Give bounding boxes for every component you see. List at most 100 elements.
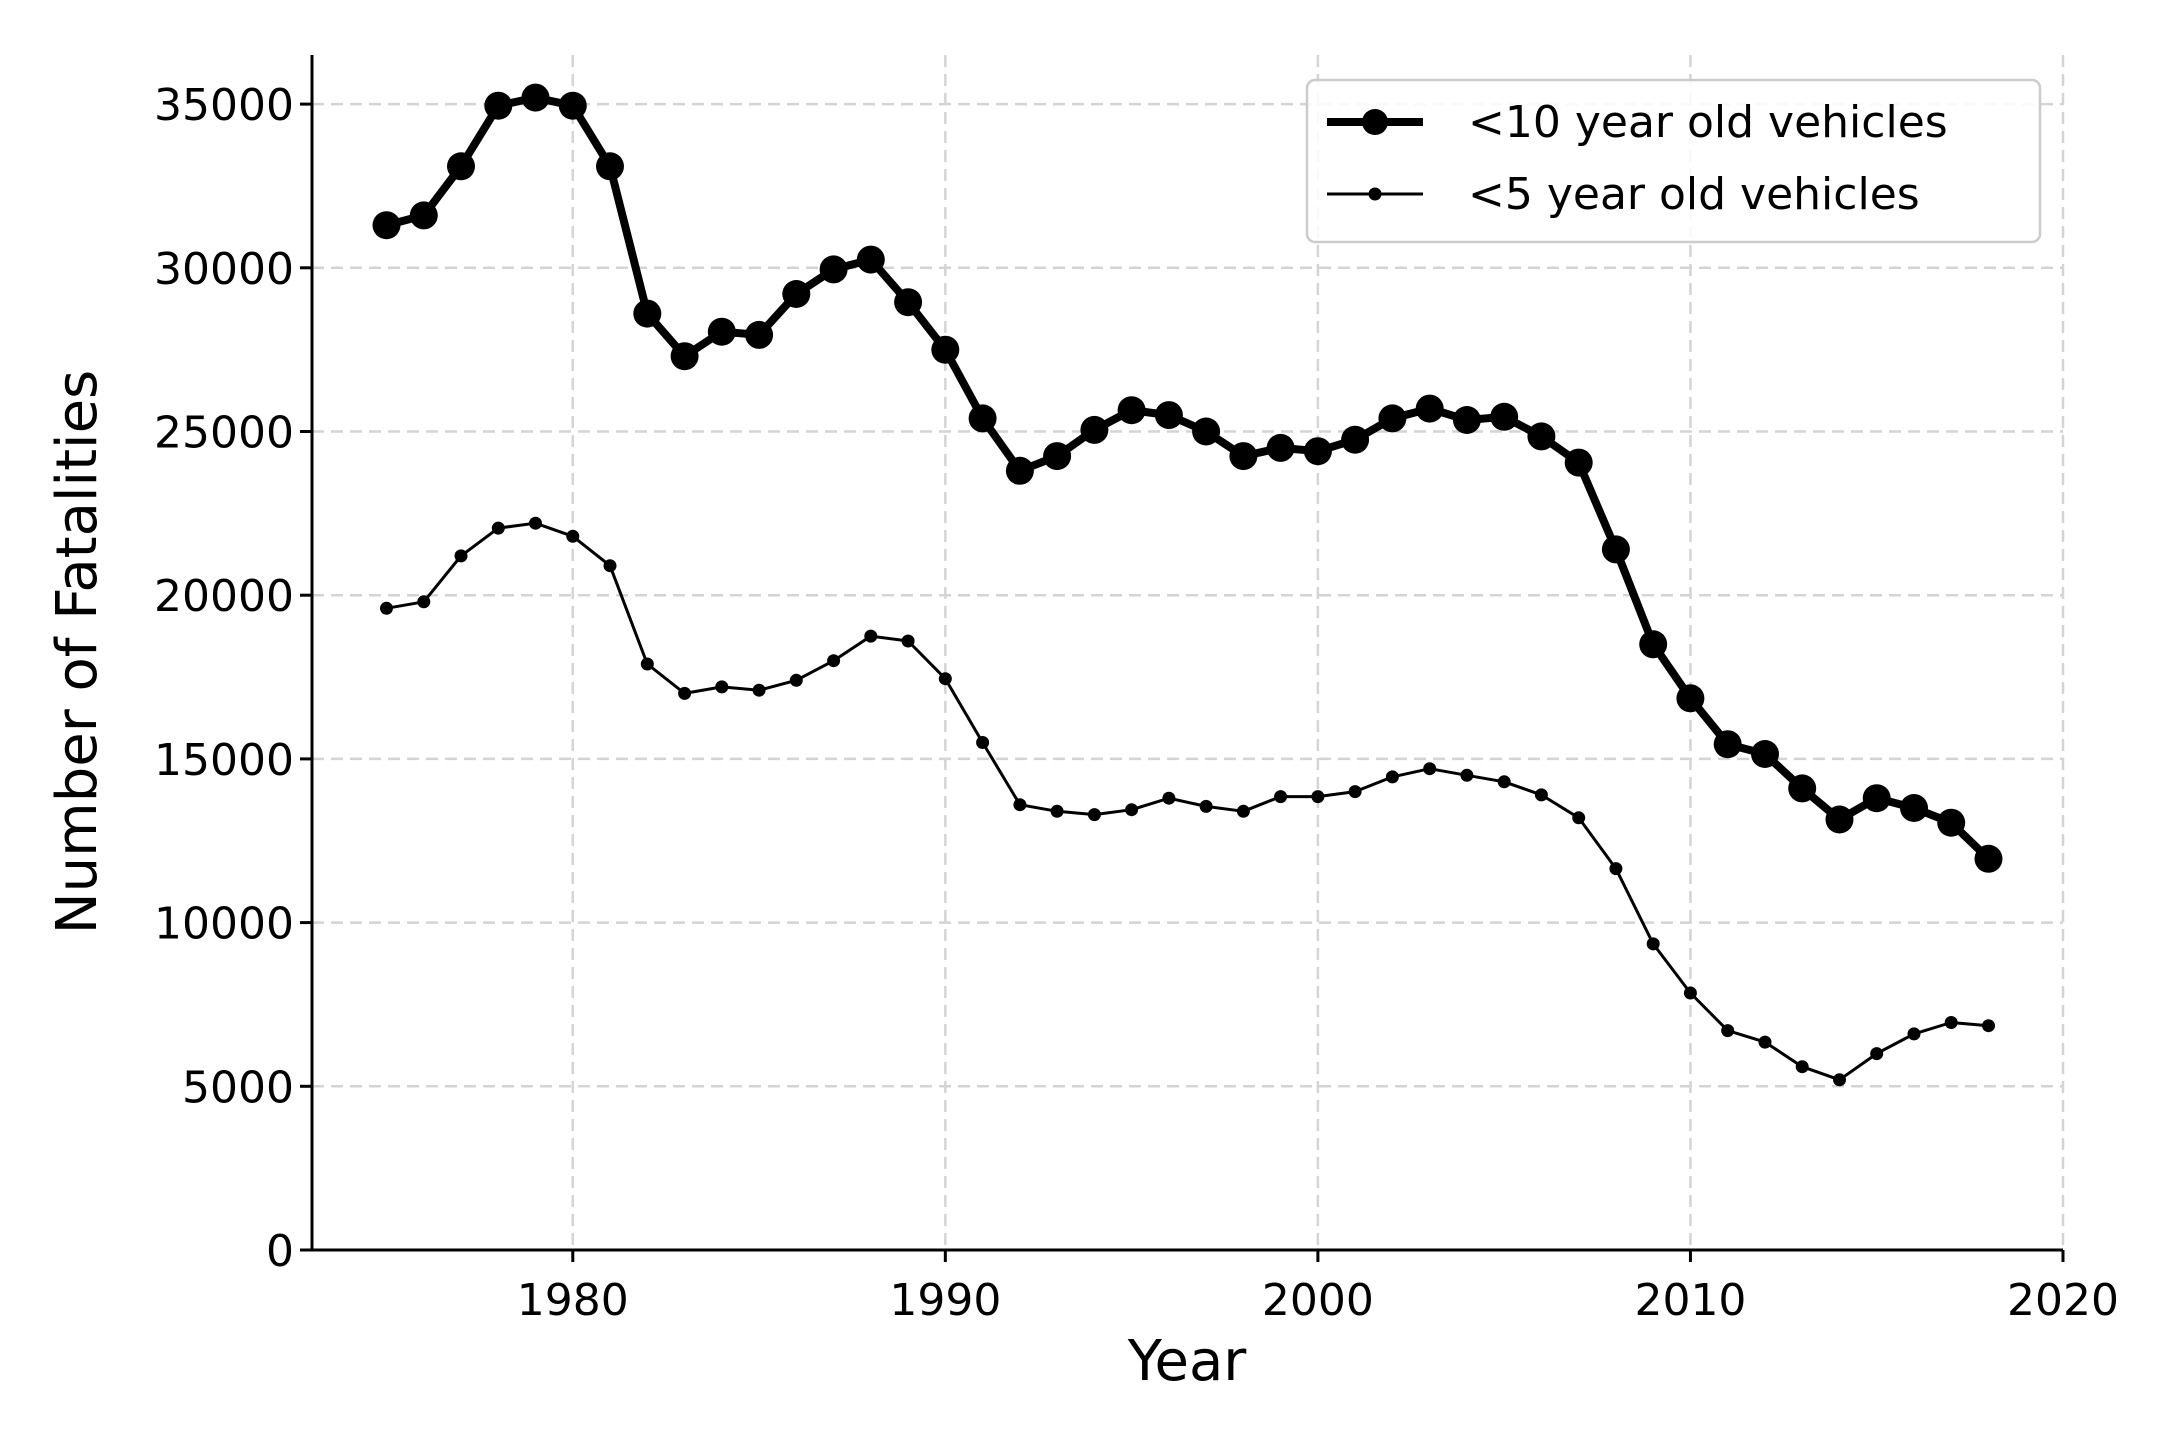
data-point	[1900, 794, 1928, 822]
data-point	[745, 320, 774, 349]
data-point	[1117, 396, 1146, 425]
y-tick-label: 5000	[182, 1062, 294, 1113]
data-point	[1199, 799, 1213, 813]
y-tick-label: 10000	[154, 899, 294, 950]
data-point	[521, 83, 550, 112]
data-point	[558, 91, 587, 120]
data-point	[1795, 1060, 1809, 1074]
data-point	[670, 342, 699, 371]
data-point	[1490, 402, 1519, 431]
data-point	[484, 91, 513, 120]
data-point	[1937, 808, 1966, 837]
legend-label-1: <5 year old vehicles	[1468, 169, 1920, 220]
data-point	[1080, 415, 1109, 444]
data-point	[409, 201, 438, 230]
data-point	[864, 629, 878, 643]
x-tick-label: 2000	[1262, 1275, 1374, 1326]
data-point	[715, 680, 729, 694]
data-point	[566, 529, 580, 543]
data-point	[1870, 1047, 1884, 1061]
data-point	[1751, 740, 1779, 768]
data-point	[1341, 425, 1370, 454]
data-point	[1266, 433, 1295, 462]
data-point	[968, 404, 997, 433]
y-axis-title: Number of Fatalities	[45, 370, 110, 934]
legend: <10 year old vehicles <5 year old vehicl…	[1305, 78, 2042, 244]
data-point	[447, 152, 475, 181]
data-point	[1601, 535, 1630, 564]
data-point	[1087, 808, 1101, 822]
y-tick-label: 20000	[154, 571, 294, 622]
data-point	[1564, 448, 1593, 477]
data-point	[938, 672, 952, 686]
y-tick-label: 30000	[154, 244, 294, 295]
data-point	[1788, 774, 1817, 803]
data-point	[901, 634, 915, 648]
data-point	[1974, 844, 2003, 873]
data-point	[1229, 442, 1258, 471]
data-point	[1125, 803, 1139, 817]
data-point	[1639, 630, 1668, 659]
data-point	[1713, 730, 1742, 759]
data-point	[1005, 456, 1034, 485]
data-point	[1274, 790, 1288, 804]
data-point	[372, 211, 401, 240]
x-tick-label: 1980	[517, 1275, 629, 1326]
data-point	[1944, 1016, 1958, 1029]
data-point	[789, 673, 803, 687]
data-point	[1862, 784, 1891, 813]
data-point	[1303, 437, 1332, 466]
data-point	[819, 255, 848, 284]
data-point	[491, 521, 505, 535]
data-point	[417, 595, 431, 609]
data-point	[1907, 1027, 1921, 1041]
data-point	[454, 549, 468, 563]
data-point	[678, 686, 692, 700]
data-point	[1676, 684, 1705, 713]
data-point	[1572, 811, 1586, 825]
data-point	[1192, 417, 1221, 446]
data-point	[1154, 401, 1183, 430]
data-point	[1833, 1073, 1846, 1087]
data-point	[1609, 862, 1623, 876]
data-point	[856, 245, 885, 274]
data-point	[1534, 788, 1548, 802]
x-tick-label: 2010	[1634, 1275, 1746, 1326]
data-point	[827, 654, 841, 668]
data-point	[1646, 937, 1660, 951]
data-point	[752, 683, 766, 697]
data-point	[1527, 422, 1556, 451]
data-point	[1497, 775, 1511, 789]
data-point	[1236, 804, 1250, 818]
data-point	[1311, 790, 1325, 804]
data-point	[1385, 770, 1399, 784]
data-point	[976, 736, 990, 749]
data-point	[1378, 404, 1407, 433]
data-point	[1013, 798, 1027, 812]
data-point	[1721, 1024, 1735, 1038]
data-point	[1415, 394, 1444, 423]
data-point	[1043, 442, 1072, 471]
series-line	[385, 521, 1990, 1082]
series-0	[372, 83, 2003, 873]
x-tick-label: 2020	[2007, 1275, 2119, 1326]
x-tick-label: 1990	[889, 1275, 1001, 1326]
y-tick-label: 25000	[154, 408, 294, 459]
data-point	[1683, 986, 1697, 1000]
legend-swatch-marker-1	[1368, 187, 1382, 201]
data-point	[633, 299, 662, 328]
legend-label-0: <10 year old vehicles	[1468, 97, 1948, 148]
data-point	[894, 288, 923, 317]
x-axis-title: Year	[1127, 1329, 1248, 1394]
x-ticks: 1980 1990 2000 2010 2020	[517, 1250, 2119, 1326]
y-tick-label: 15000	[154, 735, 294, 786]
data-point	[931, 335, 960, 364]
data-point	[596, 152, 624, 181]
data-point	[1460, 768, 1474, 782]
data-point	[1825, 805, 1854, 834]
data-point	[603, 559, 617, 573]
data-point	[380, 601, 393, 615]
grid	[312, 55, 2065, 1250]
legend-box	[1305, 78, 2042, 244]
